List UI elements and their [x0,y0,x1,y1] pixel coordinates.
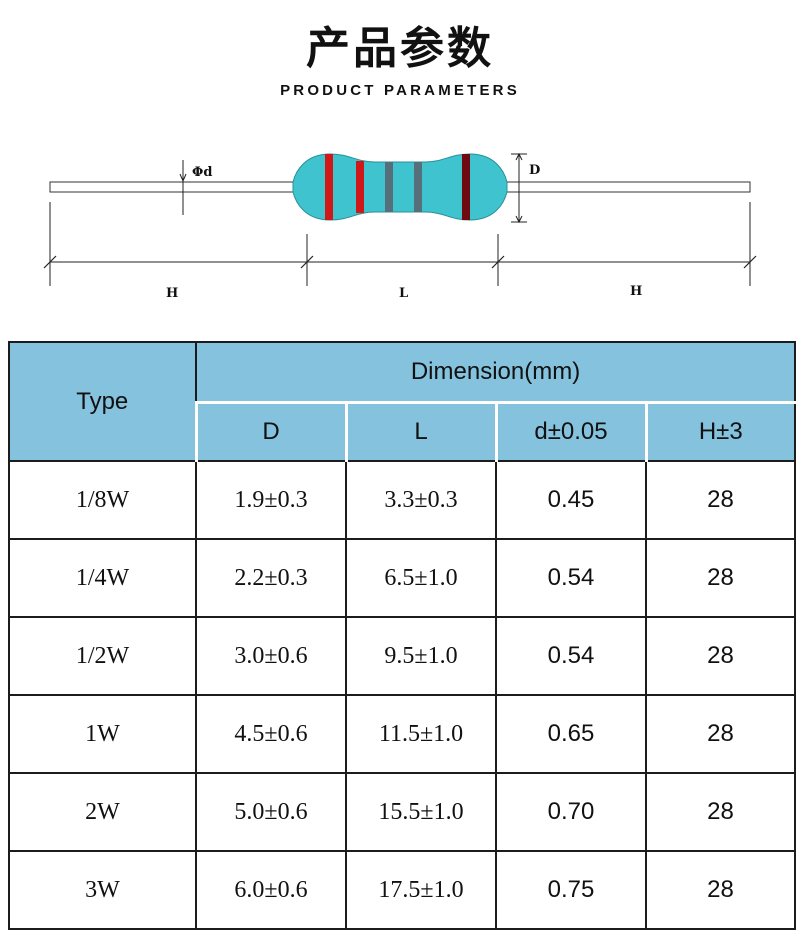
l-cell: 3.3±0.3 [345,460,497,540]
l-cell: 9.5±1.0 [345,616,497,696]
lead-length-right-label: H [630,284,642,299]
l-cell: 6.5±1.0 [345,538,497,618]
sub-header-h: H±3 [644,401,797,462]
type-cell: 1/8W [8,460,197,540]
table-row: 1/8W 1.9±0.3 3.3±0.3 0.45 28 [8,460,797,540]
h-cell: 28 [644,460,797,540]
table-row: 1/2W 3.0±0.6 9.5±1.0 0.54 28 [8,616,797,696]
lead-d-cell: 0.45 [495,460,647,540]
band-1 [325,154,333,220]
h-cell: 28 [644,616,797,696]
resistor-dimension-diagram: Φd D H L H [43,152,757,301]
lead-left [49,181,296,193]
body-length-label: L [399,286,408,301]
lead-right [504,181,751,193]
resistor-body [292,153,508,221]
sub-header-d-lead: d±0.05 [494,401,647,462]
lead-length-left-label: H [166,286,178,301]
type-cell: 1/2W [8,616,197,696]
l-cell: 11.5±1.0 [345,694,497,774]
h-cell: 28 [644,772,797,852]
type-cell: 2W [8,772,197,852]
d-cell: 4.5±0.6 [195,694,347,774]
type-cell: 1/4W [8,538,197,618]
lead-d-cell: 0.75 [495,850,647,930]
band-5 [462,154,470,220]
sub-header-l: L [344,401,497,462]
d-cell: 3.0±0.6 [195,616,347,696]
d-cell: 5.0±0.6 [195,772,347,852]
band-2 [356,161,364,213]
page-title: 产品参数 [306,23,494,74]
lead-diameter-label: Φd [192,165,212,180]
lead-d-cell: 0.70 [495,772,647,852]
type-cell: 3W [8,850,197,930]
h-cell: 28 [644,538,797,618]
table-row: 1/4W 2.2±0.3 6.5±1.0 0.54 28 [8,538,797,618]
l-cell: 17.5±1.0 [345,850,497,930]
table-row: 3W 6.0±0.6 17.5±1.0 0.75 28 [8,850,797,930]
lead-d-cell: 0.54 [495,616,647,696]
h-cell: 28 [644,850,797,930]
dimension-header: Dimension(mm) [194,341,797,404]
page-subtitle: PRODUCT PARAMETERS [280,82,520,99]
d-cell: 1.9±0.3 [195,460,347,540]
type-cell: 1W [8,694,197,774]
band-4 [414,162,422,212]
band-3 [385,162,393,212]
type-header: Type [8,341,197,462]
l-cell: 15.5±1.0 [345,772,497,852]
h-cell: 28 [644,694,797,774]
d-cell: 2.2±0.3 [195,538,347,618]
sub-header-d-body: D [194,401,347,462]
lead-d-cell: 0.65 [495,694,647,774]
parameters-table: Type Dimension(mm) D L d±0.05 H±3 1/8W 1… [8,341,797,930]
body-diameter-label: D [529,163,540,178]
table-row: 2W 5.0±0.6 15.5±1.0 0.70 28 [8,772,797,852]
table-row: 1W 4.5±0.6 11.5±1.0 0.65 28 [8,694,797,774]
lead-d-cell: 0.54 [495,538,647,618]
d-cell: 6.0±0.6 [195,850,347,930]
